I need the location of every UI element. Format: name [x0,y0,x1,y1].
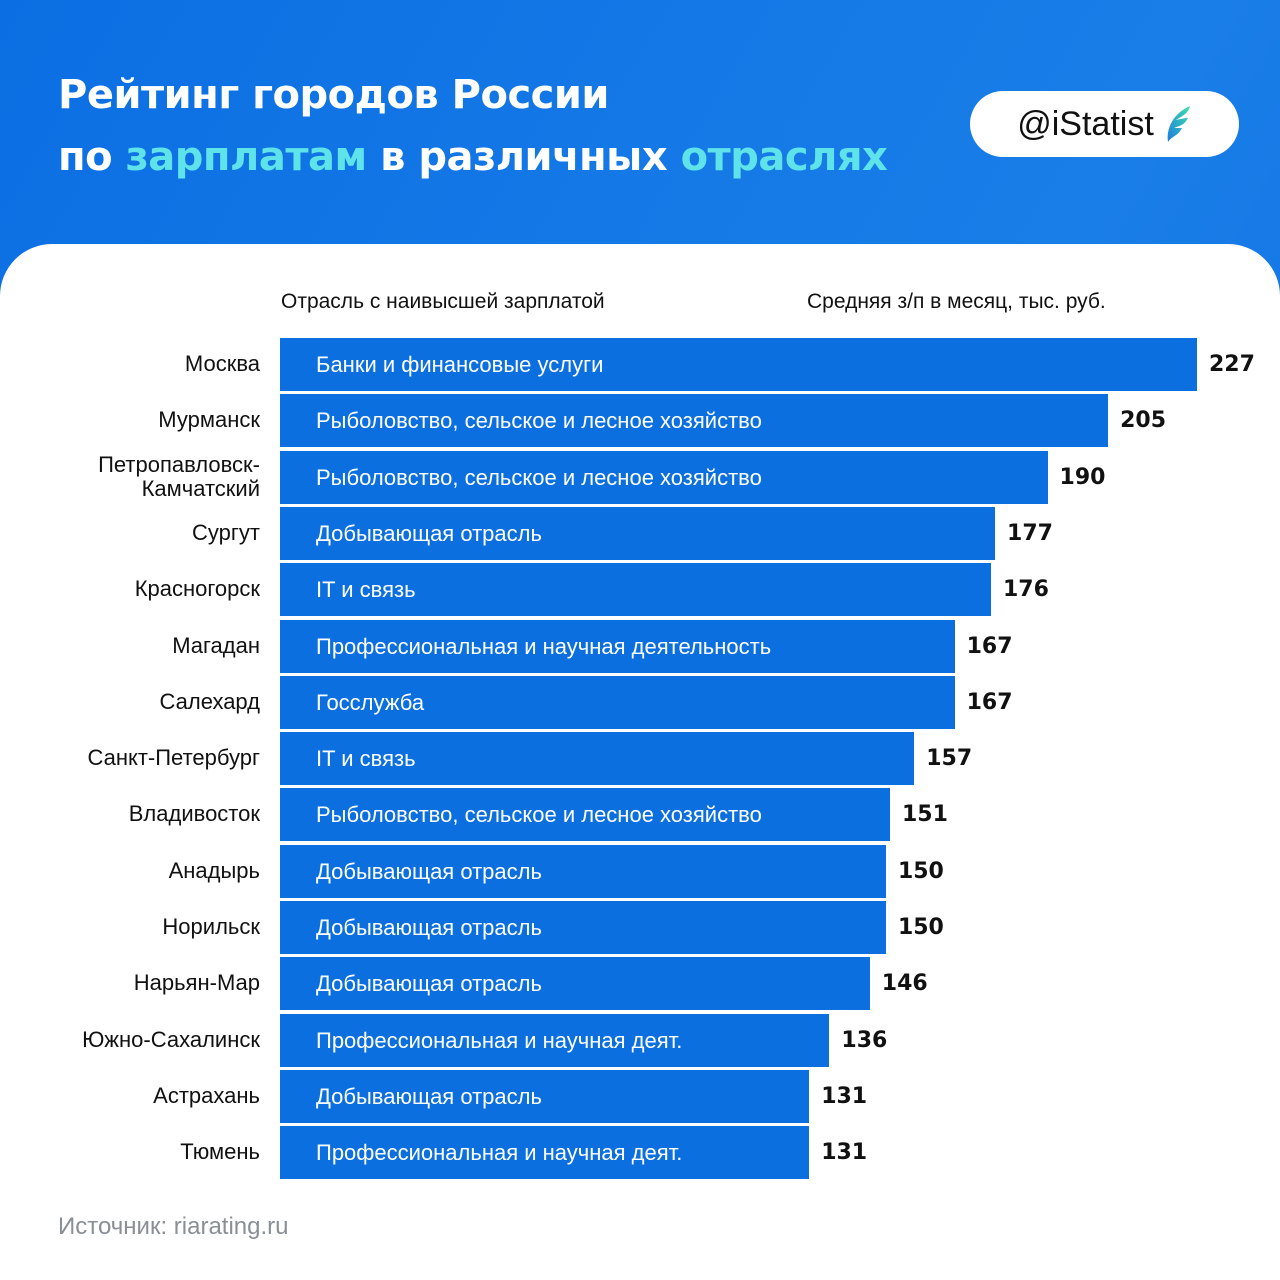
bar [280,901,886,954]
title-part: по [58,134,126,180]
city-label: Южно-Сахалинск [82,1026,260,1052]
city-label: Санкт-Петербург [87,745,260,771]
industry-label: Госслужба [316,689,425,715]
city-label: Магадан [172,632,260,658]
title-part: в различных [366,134,681,180]
value-label: 205 [1120,408,1167,434]
bar [280,788,890,842]
bar [280,619,955,673]
industry-label: Рыболовство, сельское и лесное хозяйство [316,408,762,434]
city-label: Красногорск [134,576,260,602]
industry-label: Добывающая отрасль [316,520,542,546]
value-label: 146 [881,971,928,997]
value-label: 131 [821,1140,868,1166]
title-accent: отраслях [680,134,888,180]
bar [280,1069,810,1123]
title-line-2: по зарплатам в различных отраслях [58,126,888,188]
city-label: Мурманск [158,407,260,433]
bar [280,394,1109,448]
city-label: Нарьян-Мар [133,970,260,996]
industry-label: IT и связь [316,577,416,603]
bar [280,563,991,617]
title-accent: зарплатам [125,134,368,180]
bar [280,506,996,560]
feather-icon [1167,106,1190,142]
value-label: 151 [901,802,948,828]
industry-label: Профессиональная и научная деятельность [316,633,772,659]
industry-label: Добывающая отрасль [316,1083,542,1109]
value-label: 150 [897,858,944,884]
industry-label: Профессиональная и научная деят. [316,1140,683,1166]
city-label: Москва [184,351,260,376]
city-label: Сургут [192,519,260,545]
bar [280,732,915,786]
value-label: 131 [821,1083,868,1109]
value-label: 167 [966,689,1013,715]
logo-text: @iStatist [1017,104,1154,143]
source-note: Источник: riarating.ru [58,1213,289,1240]
city-label: Владивосток [128,801,260,827]
value-column-header: Средняя з/п в месяц, тыс. руб. [807,290,1106,313]
industry-label: IT и связь [316,746,416,772]
bar [280,338,1197,391]
value-label: 176 [1002,577,1049,603]
industry-label: Рыболовство, сельское и лесное хозяйство [316,464,762,490]
bar [280,844,886,898]
industry-column-header: Отрасль с наивысшей зарплатой [281,290,605,313]
value-label: 227 [1209,352,1255,377]
city-label: Анадырь [168,857,260,883]
industry-label: Банки и финансовые услуги [316,352,604,377]
bar [280,675,955,729]
industry-label: Рыболовство, сельское и лесное хозяйство [316,802,762,828]
value-label: 150 [897,915,944,940]
industry-label: Добывающая отрасль [316,971,542,997]
city-label: Астрахань [153,1082,260,1108]
industry-label: Добывающая отрасль [316,915,542,940]
bar [280,1013,830,1067]
bar [280,957,870,1011]
bar [280,1126,810,1180]
industry-label: Профессиональная и научная деят. [316,1027,683,1053]
city-label: Салехард [159,688,260,714]
value-label: 157 [926,746,973,772]
city-label: Петропавловск- Камчатский [98,451,260,501]
industry-label: Добывающая отрасль [316,858,542,884]
city-label: Норильск [162,914,260,939]
title-line-1: Рейтинг городов России [58,72,609,118]
value-label: 136 [841,1027,888,1053]
bar [280,450,1048,504]
value-label: 177 [1007,520,1053,546]
value-label: 167 [966,633,1013,659]
city-label: Тюмень [180,1139,260,1165]
page-title: Рейтинг городов России по зарплатам в ра… [58,64,888,188]
istatist-logo: @iStatist [970,91,1239,157]
value-label: 190 [1059,464,1106,490]
